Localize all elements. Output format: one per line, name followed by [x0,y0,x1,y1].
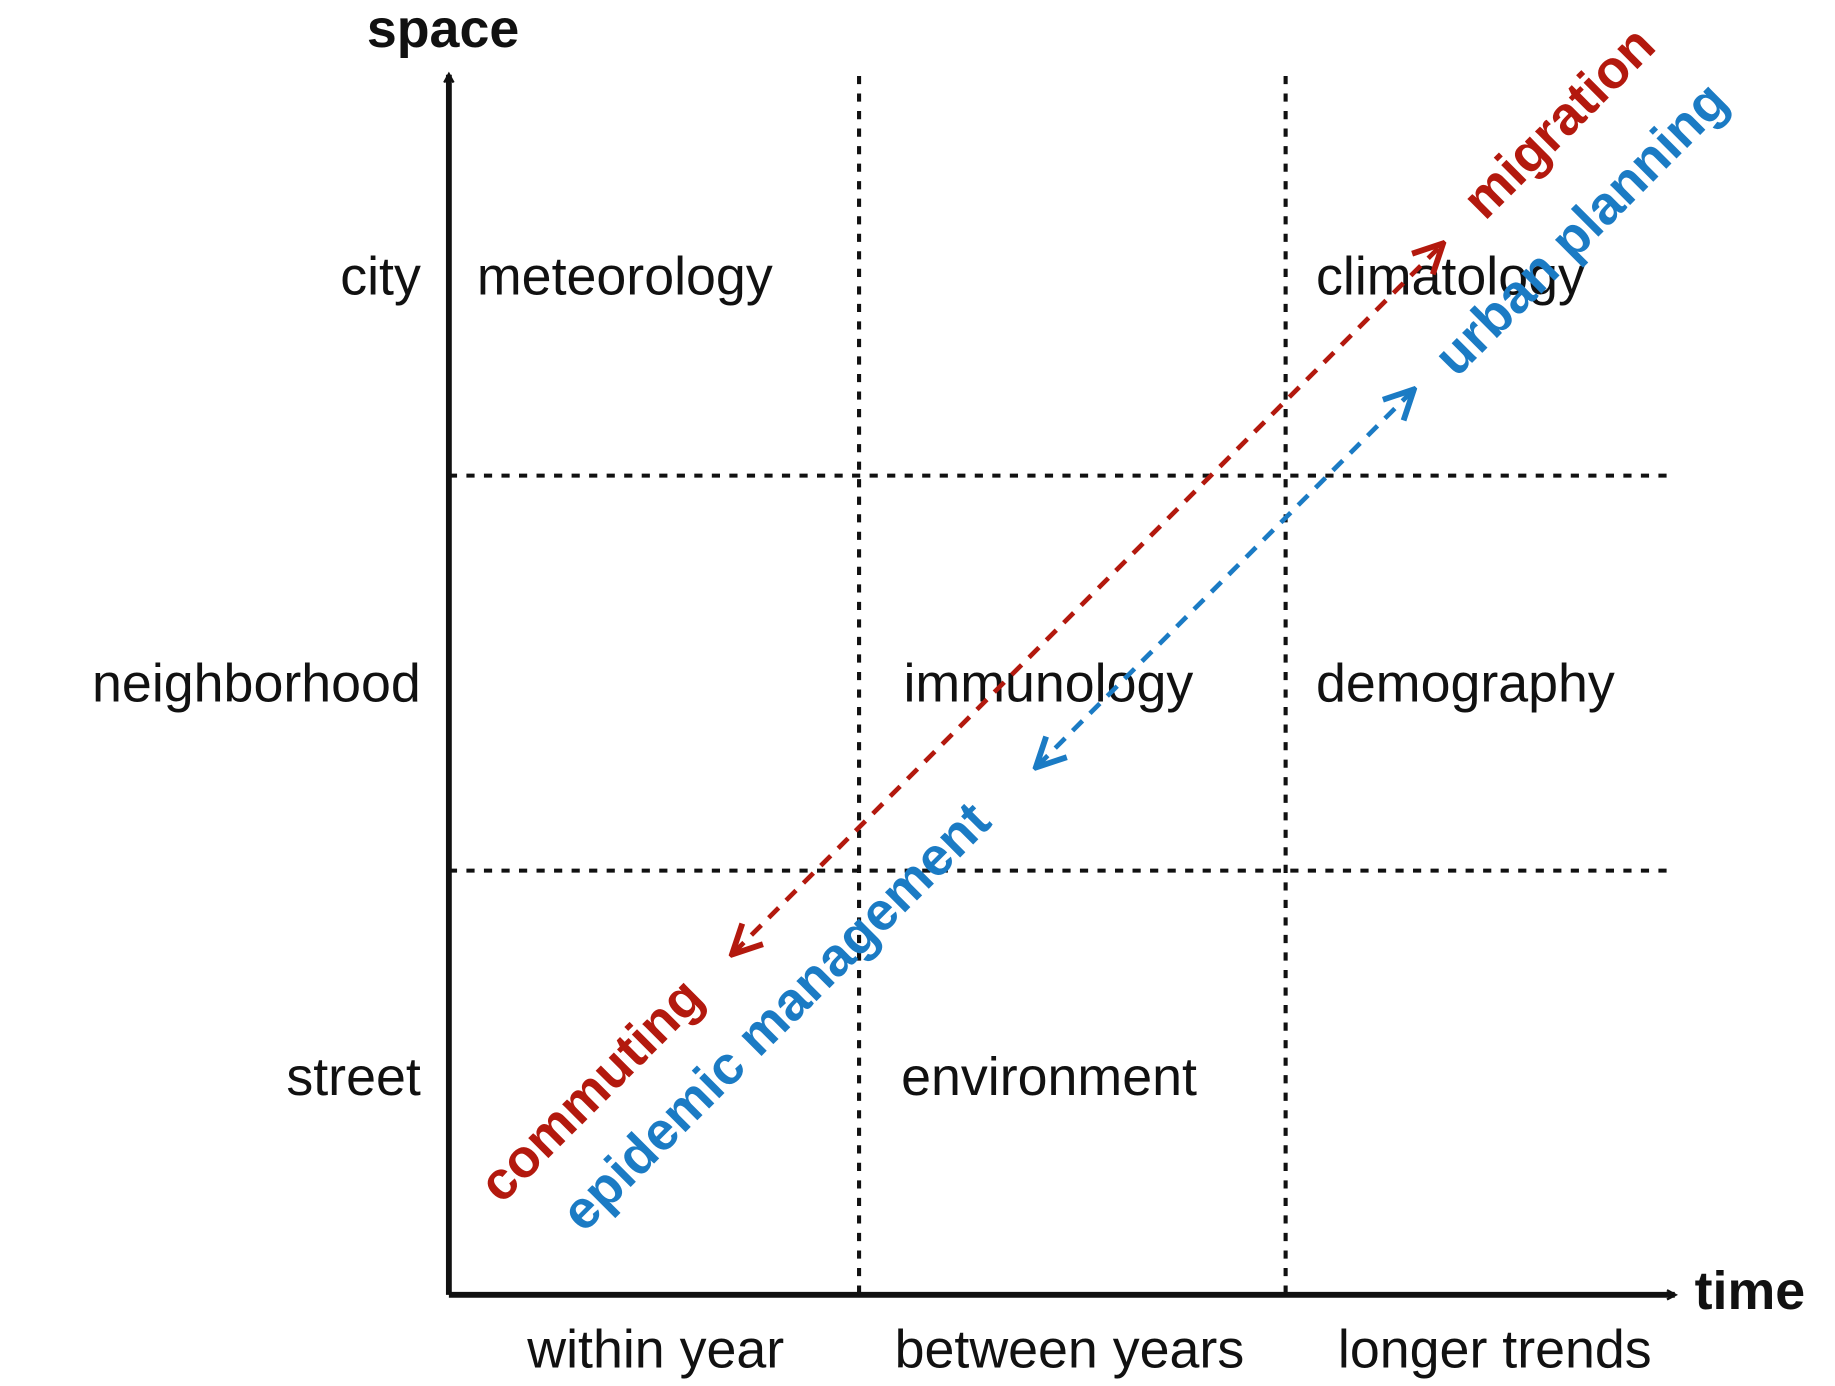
column-label: longer trends [1338,1319,1652,1379]
cell-label: immunology [903,653,1193,713]
axis-label: time [1695,1261,1806,1321]
grid [448,75,1675,1295]
column-label: within year [526,1319,784,1379]
cell-label: meteorology [477,247,773,307]
row-label: street [286,1047,420,1107]
row-label: city [340,247,421,307]
column-label: between years [895,1319,1245,1379]
cell-label: environment [901,1047,1197,1107]
cell-label: demography [1316,653,1615,713]
axis-label: space [367,0,519,59]
arrow-label: epidemic management [550,790,1002,1242]
row-label: neighborhood [92,653,421,713]
double-arrow [734,245,1441,952]
